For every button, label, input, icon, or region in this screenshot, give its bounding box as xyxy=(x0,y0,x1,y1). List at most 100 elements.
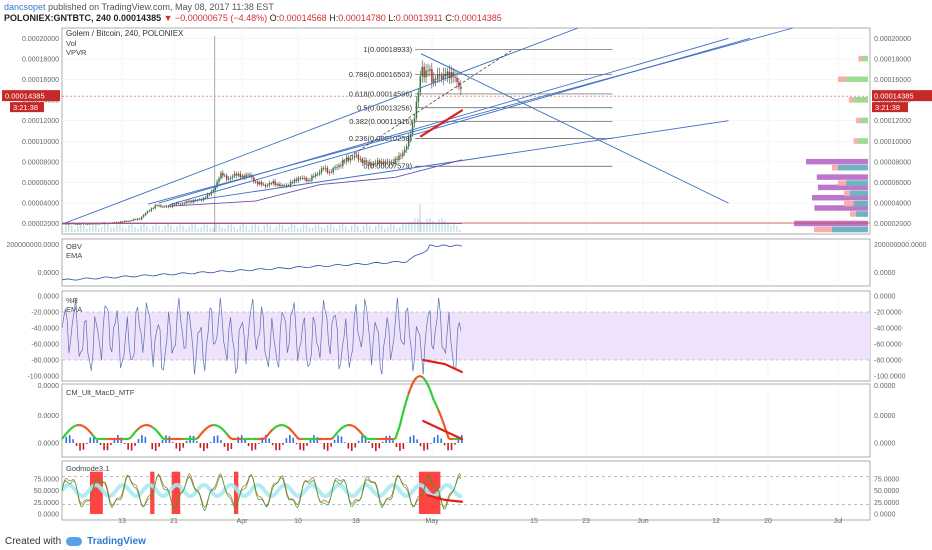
macd-hist-bar xyxy=(72,439,74,443)
macd-hist-bar xyxy=(323,443,326,450)
volume-bar xyxy=(170,225,172,232)
macd-line-segment xyxy=(155,430,160,434)
candle-body xyxy=(260,182,263,185)
obv-tick-left: 0.0000 xyxy=(38,270,60,277)
candle-body xyxy=(346,157,348,162)
macd-line-segment xyxy=(289,428,293,432)
candle-body xyxy=(322,168,325,170)
candle-body xyxy=(278,183,280,187)
candle-body xyxy=(396,158,398,160)
candle-body xyxy=(363,160,365,163)
macd-line-segment xyxy=(285,425,289,429)
macd-hist-bar xyxy=(209,441,212,443)
trend-line xyxy=(420,53,729,204)
candle-body xyxy=(187,201,189,203)
candle-body xyxy=(376,160,379,164)
macd-line-segment xyxy=(160,435,164,440)
candle-body xyxy=(146,211,149,214)
chart-title: Golem / Bitcoin, 240, POLONIEX xyxy=(66,29,184,38)
volume-bar xyxy=(203,224,205,232)
volume-bar xyxy=(296,228,299,232)
candle-body xyxy=(224,175,226,177)
macd-hist-bar xyxy=(220,440,222,443)
candle-body xyxy=(429,69,431,71)
candle-body xyxy=(162,206,164,208)
candle-body xyxy=(148,210,151,212)
volume-bar xyxy=(239,225,241,232)
macd-hist-bar xyxy=(230,443,233,450)
candle-body xyxy=(137,218,139,220)
candle-body xyxy=(378,160,381,164)
candle-body xyxy=(406,146,408,150)
tradingview-brand[interactable]: TradingView xyxy=(87,536,146,547)
last-time-badge-right xyxy=(872,102,908,113)
candle-body xyxy=(177,202,180,204)
macd-line-segment xyxy=(218,425,222,429)
x-tick-label: 23 xyxy=(582,518,590,525)
trend-line xyxy=(147,28,794,205)
volume-bar xyxy=(417,218,419,232)
vpvr-row-green xyxy=(856,211,868,217)
candle-body xyxy=(142,215,145,217)
macd-hist-bar xyxy=(278,443,281,451)
candle-body xyxy=(315,174,317,177)
x-tick-label: Jun xyxy=(637,518,648,525)
volume-bar xyxy=(158,225,160,232)
price-tick-right: 0.00004000 xyxy=(874,201,911,208)
godmode-tick-right: 75.0000 xyxy=(874,476,899,483)
macd-tick-right: 0.0000 xyxy=(874,383,896,390)
candle-body xyxy=(367,161,369,163)
candle-body xyxy=(171,204,174,207)
macd-hist-bar xyxy=(86,443,88,444)
candle-body xyxy=(289,182,292,186)
volume-bar xyxy=(188,226,190,232)
candle-body xyxy=(258,182,261,185)
macd-hist-bar xyxy=(99,443,102,446)
macd-tick-left: 0.0000 xyxy=(38,441,60,448)
volume-bar xyxy=(396,228,398,232)
volume-bar xyxy=(212,227,214,232)
candle-body xyxy=(158,205,160,207)
volume-bar xyxy=(266,224,269,232)
candle-body xyxy=(249,174,251,176)
volume-bar xyxy=(107,224,109,232)
volume-bar xyxy=(185,228,187,232)
fib-label: 0.5(0.00013256) xyxy=(357,103,413,112)
candle-body xyxy=(357,154,360,160)
macd-line-segment xyxy=(343,424,347,428)
fib-label: 0(0.00007579) xyxy=(363,162,412,171)
vpvr-row-green xyxy=(862,55,868,62)
candle-body xyxy=(297,178,300,181)
volume-bar xyxy=(447,223,449,232)
williams-tick-right: -80.0000 xyxy=(874,358,902,365)
macd-hist-bar xyxy=(268,438,270,443)
candle-body xyxy=(421,66,423,77)
macd-line-segment xyxy=(283,424,286,428)
author-link[interactable]: dancsopet xyxy=(4,2,46,12)
macd-hist-bar xyxy=(361,435,363,443)
price-tick-right: 0.00002000 xyxy=(874,221,911,228)
macd-line-segment xyxy=(132,431,136,436)
candle-body xyxy=(380,161,383,164)
volume-bar xyxy=(218,224,220,232)
volume-bar xyxy=(68,224,70,232)
macd-line-segment xyxy=(82,425,87,429)
last-price-left: 0.00014385 xyxy=(5,92,45,101)
godmode-bar xyxy=(234,471,239,514)
candle-body xyxy=(173,204,176,206)
macd-line-segment xyxy=(398,417,403,427)
macd-hist-bar xyxy=(306,443,308,446)
macd-line-segment xyxy=(364,436,368,440)
obv-tick-right: 200000000.0000 xyxy=(874,242,927,249)
macd-hist-bar xyxy=(309,438,312,443)
volume-bar xyxy=(384,228,386,232)
candle-body xyxy=(245,174,247,178)
price-tick-left: 0.00020000 xyxy=(22,36,59,43)
candle-body xyxy=(86,223,89,225)
candle-body xyxy=(138,218,141,220)
candle-body xyxy=(438,74,441,76)
chart-area[interactable]: 13 21 Apr 10 18 May 15 23 Jun 12 20 Jul 0.00002000 0.… xyxy=(0,24,932,528)
volume-bar xyxy=(438,219,440,232)
ohlc-line: POLONIEX:GNTBTC, 240 0.00014385 ▼ −0.000… xyxy=(4,13,502,23)
macd-line-segment xyxy=(207,424,211,428)
